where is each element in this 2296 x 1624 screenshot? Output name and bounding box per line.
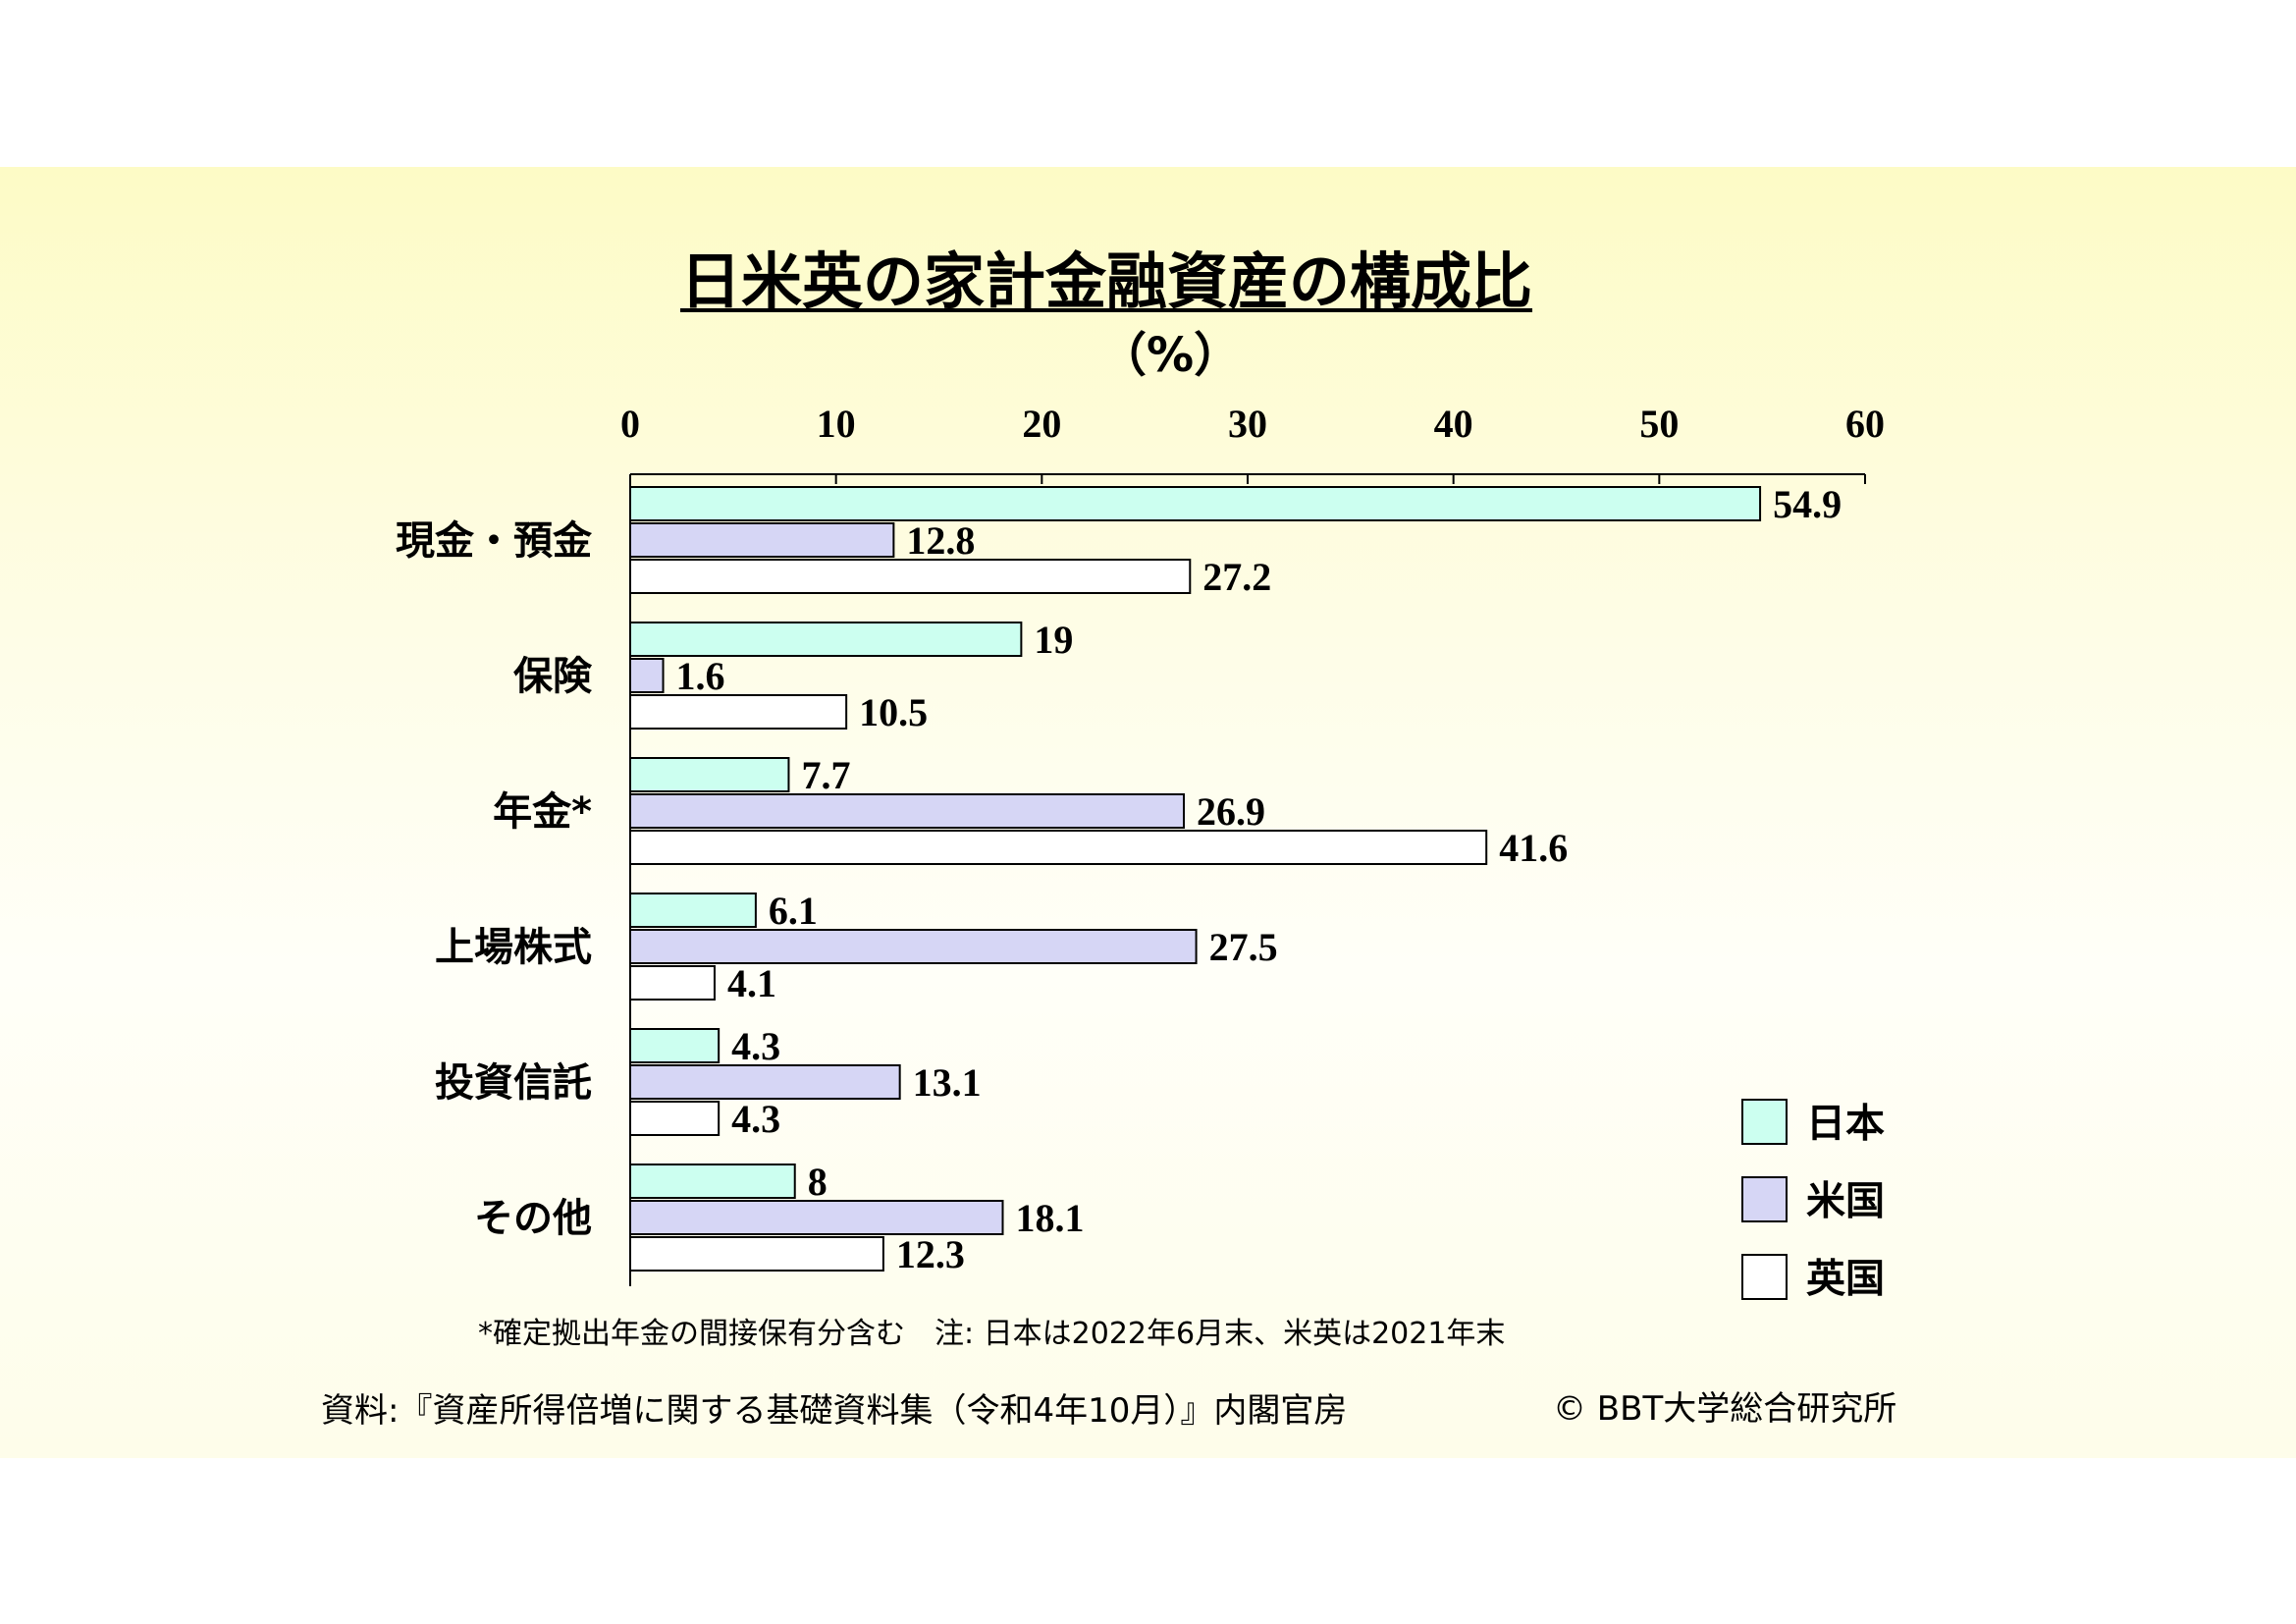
x-tick-label: 40 bbox=[1434, 402, 1473, 446]
bar bbox=[629, 830, 1488, 865]
data-label: 41.6 bbox=[1499, 826, 1568, 870]
category-label: 保険 bbox=[513, 654, 593, 699]
data-label: 27.5 bbox=[1209, 925, 1278, 969]
data-label: 19 bbox=[1034, 618, 1073, 662]
x-tick-label: 60 bbox=[1845, 402, 1885, 446]
category-label: その他 bbox=[474, 1196, 592, 1241]
bar bbox=[629, 559, 1192, 594]
bar bbox=[629, 622, 1023, 657]
x-tick-label: 20 bbox=[1022, 402, 1061, 446]
bar bbox=[629, 757, 790, 792]
bars-layer bbox=[629, 486, 1762, 1272]
data-label: 8 bbox=[808, 1160, 828, 1204]
legend-swatch bbox=[1741, 1254, 1788, 1300]
footnote: *確定拠出年金の間接保有分含む 注: 日本は2022年6月末、米英は2021年末 bbox=[478, 1317, 1506, 1351]
bar bbox=[629, 793, 1186, 829]
bar bbox=[629, 522, 895, 558]
data-label: 27.2 bbox=[1202, 555, 1271, 599]
data-label: 12.8 bbox=[906, 518, 975, 563]
category-label: 投資信託 bbox=[435, 1060, 592, 1106]
x-tick-label: 50 bbox=[1639, 402, 1679, 446]
bar bbox=[629, 1236, 884, 1272]
labels-layer: 54.9 12.8 27.2 現金・預金 19 1.6 10.5 保険 7.7 26.9 41.6 年… bbox=[396, 482, 1842, 1276]
category-label: 年金* bbox=[493, 789, 592, 835]
bar bbox=[629, 658, 665, 693]
data-label: 4.1 bbox=[727, 961, 776, 1005]
x-tick-label: 0 bbox=[620, 402, 640, 446]
data-label: 54.9 bbox=[1773, 482, 1842, 526]
copyright: © BBT大学総合研究所 bbox=[1553, 1389, 1897, 1429]
chart-title: 日米英の家計金融資産の構成比 bbox=[680, 245, 1533, 317]
bar bbox=[629, 965, 716, 1001]
bar bbox=[629, 929, 1198, 964]
data-label: 13.1 bbox=[913, 1060, 982, 1105]
x-tick-label: 10 bbox=[817, 402, 856, 446]
bar bbox=[629, 1028, 721, 1063]
legend-swatch bbox=[1741, 1099, 1788, 1145]
data-label: 18.1 bbox=[1015, 1196, 1084, 1240]
bar bbox=[629, 1064, 901, 1100]
axis-layer: 0 10 20 30 40 50 60 bbox=[620, 402, 1885, 1286]
bar bbox=[629, 1200, 1004, 1235]
data-label: 26.9 bbox=[1197, 789, 1265, 834]
data-label: 4.3 bbox=[731, 1024, 780, 1068]
data-label: 1.6 bbox=[676, 654, 725, 698]
legend-label: 英国 bbox=[1806, 1257, 1885, 1302]
data-label: 10.5 bbox=[859, 690, 928, 734]
data-label: 7.7 bbox=[801, 753, 850, 797]
legend-label: 日本 bbox=[1806, 1102, 1885, 1147]
category-label: 上場株式 bbox=[435, 925, 592, 970]
data-label: 12.3 bbox=[896, 1232, 965, 1276]
bar bbox=[629, 1164, 796, 1199]
source-note: 資料:『資産所得倍増に関する基礎資料集（令和4年10月）』内閣官房 bbox=[321, 1391, 1348, 1431]
bar bbox=[629, 486, 1762, 521]
bar bbox=[629, 1101, 721, 1136]
x-tick-label: 30 bbox=[1228, 402, 1267, 446]
data-label: 4.3 bbox=[731, 1097, 780, 1141]
data-label: 6.1 bbox=[769, 889, 818, 933]
legend-swatch bbox=[1741, 1176, 1788, 1222]
legend-label: 米国 bbox=[1806, 1179, 1885, 1224]
bar bbox=[629, 893, 757, 928]
category-label: 現金・預金 bbox=[396, 518, 593, 564]
unit-label: （%） bbox=[1099, 328, 1242, 383]
bar bbox=[629, 694, 848, 730]
